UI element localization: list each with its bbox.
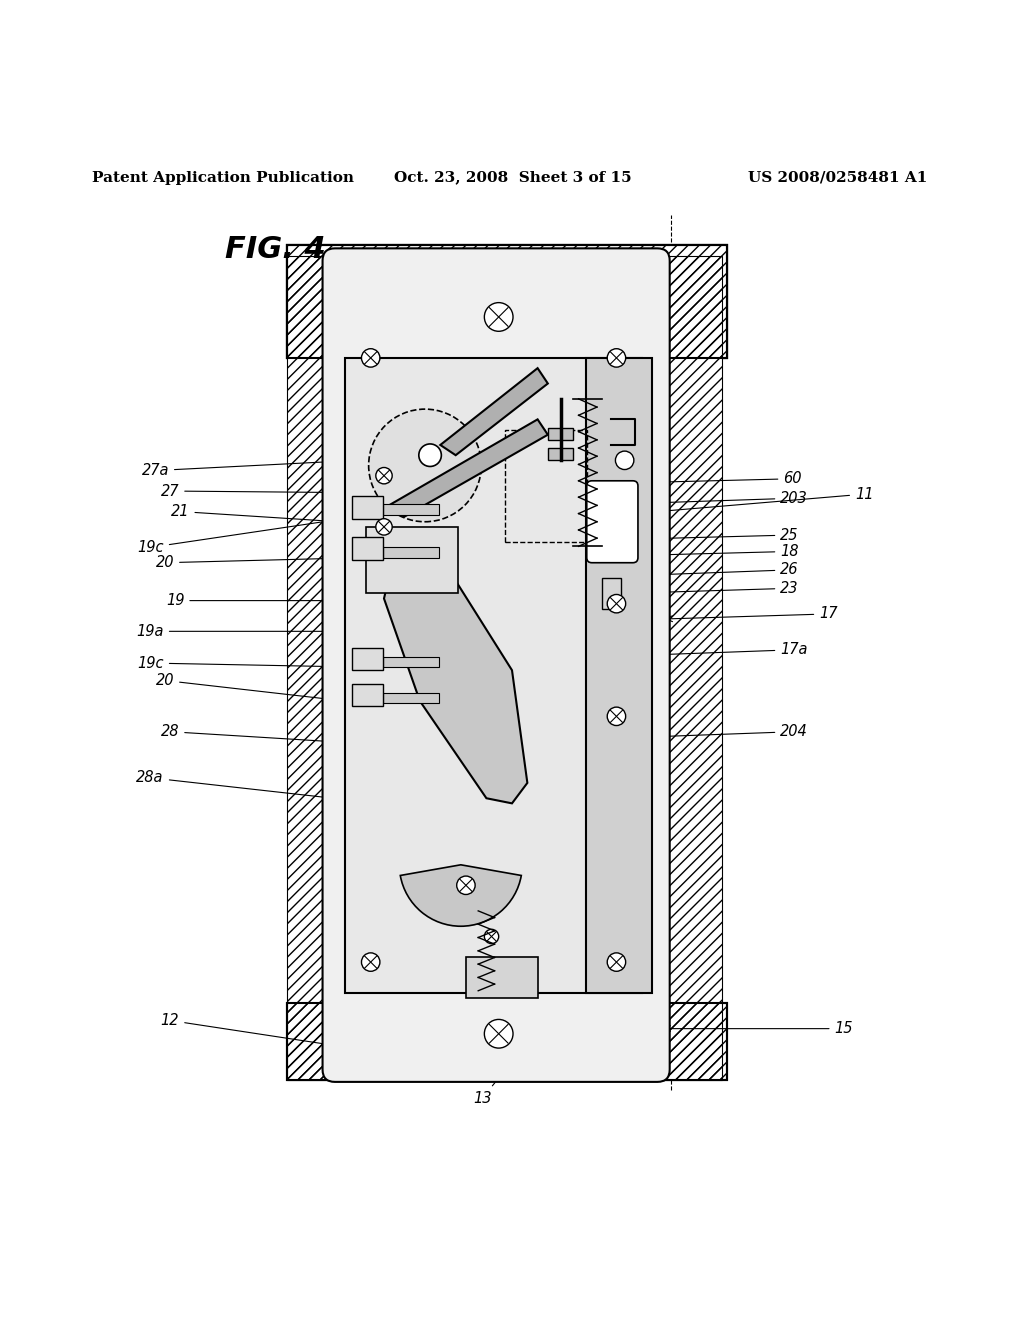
- Text: 23: 23: [627, 581, 799, 597]
- Text: 19c: 19c: [137, 515, 360, 554]
- Text: 27: 27: [161, 483, 400, 499]
- Text: 15: 15: [665, 1022, 853, 1036]
- Text: 13: 13: [473, 1074, 502, 1106]
- Text: 20: 20: [156, 554, 360, 570]
- Text: 12: 12: [161, 1012, 341, 1048]
- Bar: [586, 358, 652, 993]
- Circle shape: [607, 953, 626, 972]
- Text: 14: 14: [507, 300, 546, 335]
- Bar: [383, 548, 439, 557]
- Circle shape: [607, 708, 626, 726]
- Text: 60: 60: [634, 471, 802, 486]
- Bar: [383, 657, 439, 667]
- Circle shape: [369, 409, 481, 521]
- Bar: [383, 504, 439, 515]
- Bar: [287, 246, 727, 358]
- Bar: [602, 486, 621, 516]
- Text: 26: 26: [627, 562, 799, 578]
- Circle shape: [484, 302, 513, 331]
- Bar: [287, 246, 727, 358]
- Text: 11: 11: [663, 487, 873, 513]
- Bar: [287, 246, 727, 358]
- Text: 19a: 19a: [136, 624, 370, 639]
- Text: 203: 203: [644, 491, 808, 506]
- Polygon shape: [440, 368, 548, 455]
- Circle shape: [607, 348, 626, 367]
- Polygon shape: [387, 420, 548, 516]
- Text: 24: 24: [387, 587, 412, 603]
- Text: 19b: 19b: [496, 656, 562, 671]
- Bar: [466, 957, 538, 998]
- Circle shape: [484, 929, 499, 944]
- Circle shape: [457, 876, 475, 895]
- FancyBboxPatch shape: [587, 480, 638, 562]
- Circle shape: [376, 519, 392, 535]
- Bar: [287, 246, 727, 358]
- Circle shape: [615, 451, 634, 470]
- Text: 28: 28: [161, 725, 416, 750]
- Wedge shape: [400, 865, 521, 927]
- Bar: [345, 358, 642, 993]
- Bar: [287, 1003, 727, 1080]
- Text: 19: 19: [166, 593, 356, 609]
- Bar: [505, 429, 587, 543]
- Bar: [366, 527, 458, 594]
- Bar: [352, 496, 383, 519]
- Circle shape: [607, 594, 626, 612]
- Bar: [352, 537, 383, 560]
- Bar: [352, 684, 383, 706]
- Circle shape: [484, 1019, 513, 1048]
- Text: 20: 20: [156, 673, 358, 705]
- Text: Oct. 23, 2008  Sheet 3 of 15: Oct. 23, 2008 Sheet 3 of 15: [394, 170, 632, 185]
- Text: 18: 18: [637, 544, 799, 558]
- Text: 28a: 28a: [136, 771, 393, 808]
- Text: 25: 25: [637, 528, 799, 543]
- Text: FIG. 4.: FIG. 4.: [225, 235, 338, 264]
- FancyBboxPatch shape: [323, 248, 670, 1082]
- Bar: [383, 693, 439, 704]
- Bar: [548, 447, 573, 461]
- Bar: [548, 428, 573, 440]
- Bar: [287, 256, 343, 1080]
- Circle shape: [361, 953, 380, 972]
- Circle shape: [419, 444, 441, 466]
- Text: 27a: 27a: [141, 455, 393, 478]
- Text: 19c: 19c: [137, 656, 358, 671]
- Text: 204: 204: [657, 725, 808, 739]
- Text: US 2008/0258481 A1: US 2008/0258481 A1: [748, 170, 927, 185]
- Bar: [352, 648, 383, 671]
- Text: Patent Application Publication: Patent Application Publication: [92, 170, 354, 185]
- Bar: [287, 1003, 727, 1080]
- Polygon shape: [384, 532, 527, 804]
- Text: 17: 17: [667, 606, 838, 622]
- Circle shape: [361, 348, 380, 367]
- Text: 21: 21: [171, 504, 367, 527]
- Text: 200: 200: [535, 603, 599, 618]
- Circle shape: [376, 467, 392, 484]
- Bar: [650, 256, 722, 1080]
- Text: 17a: 17a: [657, 643, 808, 657]
- Bar: [602, 578, 621, 609]
